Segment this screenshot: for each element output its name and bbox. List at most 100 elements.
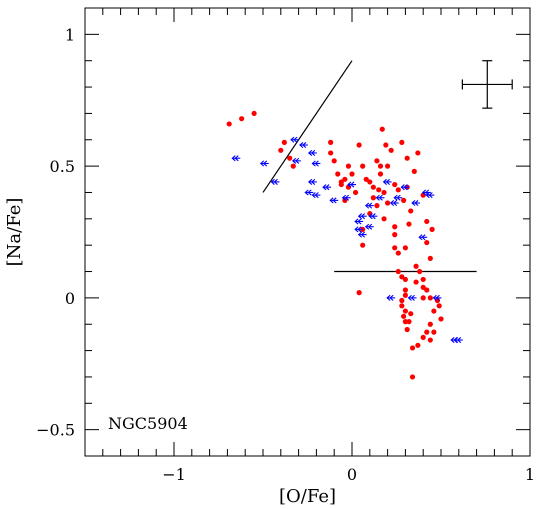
data-point-upper-limit-arrow-icon [382, 178, 392, 185]
data-point-upper-limit-arrow-icon [400, 184, 410, 191]
data-point-detection [427, 295, 433, 301]
data-point-detection [436, 303, 442, 309]
data-point-upper-limit-arrow-icon [290, 136, 300, 143]
data-point-detection [402, 245, 408, 251]
tick-labels: −1 0 1 −0.5 0 0.5 1 [36, 25, 535, 484]
data-point-detection [342, 176, 348, 182]
error-bar [461, 60, 513, 109]
data-point-detection [290, 163, 296, 169]
data-point-detection [335, 171, 341, 177]
data-point-detection [431, 308, 437, 314]
y-tick-label: 0.5 [50, 157, 75, 176]
data-point-detection [374, 203, 380, 209]
data-point-detection [399, 297, 405, 304]
data-point-detection [328, 150, 334, 156]
data-point-upper-limit-arrow-icon [341, 194, 351, 201]
data-point-detection [363, 176, 369, 182]
data-point-upper-limit-arrow-icon [357, 231, 367, 238]
data-point-upper-limit-arrow-icon [322, 184, 332, 191]
data-point-detection [406, 221, 412, 227]
data-point-upper-limit-arrow-icon [304, 189, 314, 196]
data-point-detection [385, 200, 391, 206]
data-point-upper-limit-arrow-icon [299, 142, 308, 149]
data-point-detection [381, 189, 387, 196]
data-point-detection [438, 316, 444, 322]
data-point-upper-limit-arrow-icon [354, 226, 364, 233]
data-point-detection [411, 168, 417, 174]
plot-frame [84, 7, 531, 457]
data-point-detection [401, 313, 407, 319]
data-point-detection [409, 345, 416, 351]
data-point-detection [226, 121, 232, 127]
data-point-detection [392, 232, 398, 238]
data-point-detection [392, 181, 398, 188]
data-point-detection [374, 158, 380, 164]
data-point-detection [370, 184, 376, 190]
data-point-detection [367, 179, 373, 185]
data-point-detection [401, 197, 407, 203]
data-point-upper-limit-arrow-icon [311, 192, 321, 199]
data-point-detection [370, 195, 376, 201]
data-point-detection [383, 142, 389, 148]
data-point-detection [413, 279, 419, 285]
data-point-detection [424, 287, 430, 293]
data-point-upper-limit-arrow-icon [354, 218, 364, 225]
data-points [226, 110, 463, 380]
data-point-detection [278, 147, 284, 153]
data-point-upper-limit-arrow-icon [425, 192, 435, 199]
data-point-upper-limit-arrow-icon [368, 213, 378, 220]
data-point-detection [409, 374, 416, 380]
data-point-detection [338, 181, 344, 188]
data-point-detection [431, 329, 437, 335]
data-point-upper-limit-arrow-icon [386, 294, 396, 301]
data-point-detection [287, 155, 293, 161]
data-point-detection [381, 216, 387, 222]
data-point-detection [251, 110, 257, 117]
data-point-upper-limit-arrow-icon [364, 202, 374, 209]
data-point-detection [402, 292, 408, 298]
data-point-upper-limit-arrow-icon [418, 234, 428, 241]
cluster-name-annotation: NGC5904 [108, 414, 188, 433]
data-point-detection [402, 308, 408, 314]
data-point-detection [379, 126, 385, 132]
data-point-upper-limit-arrow-icon [308, 149, 317, 156]
data-point-detection [404, 326, 410, 333]
data-point-detection [399, 274, 405, 280]
data-point-detection [395, 187, 401, 193]
data-point-detection [356, 290, 362, 296]
data-point-detection [427, 337, 433, 343]
data-point-upper-limit-arrow-icon [364, 223, 374, 230]
data-point-detection [424, 329, 430, 335]
data-point-detection [415, 150, 421, 156]
data-point-detection [420, 276, 426, 283]
data-point-detection [356, 142, 362, 148]
data-point-detection [408, 208, 414, 214]
data-point-detection [377, 163, 384, 169]
data-point-upper-limit-arrow-icon [411, 199, 421, 207]
data-point-detection [429, 226, 435, 232]
data-point-upper-limit-arrow-icon [259, 160, 269, 167]
data-point-detection [420, 295, 426, 301]
data-point-detection [415, 342, 421, 348]
x-tick-label: 0 [347, 465, 357, 484]
data-point-detection [376, 187, 382, 193]
data-point-upper-limit-arrow-icon [329, 197, 339, 204]
data-point-detection [352, 189, 359, 196]
data-point-detection [402, 287, 408, 293]
data-point-detection [360, 242, 366, 248]
data-point-detection [331, 158, 337, 164]
y-tick-label: 1 [65, 25, 75, 44]
data-point-upper-limit-arrow-icon [393, 194, 403, 201]
y-tick-label: 0 [65, 289, 75, 308]
data-point-detection [408, 311, 414, 317]
axes [84, 7, 531, 457]
data-point-detection [360, 163, 366, 169]
data-point-detection [427, 321, 433, 327]
data-point-detection [385, 163, 391, 169]
data-point-upper-limit-arrow-icon [375, 194, 385, 201]
y-axis-label: [Na/Fe] [4, 198, 25, 267]
y-tick-label: −0.5 [36, 421, 75, 440]
reference-lines [262, 60, 477, 273]
data-point-detection [345, 163, 352, 169]
data-point-upper-limit-arrow-icon [291, 157, 301, 164]
